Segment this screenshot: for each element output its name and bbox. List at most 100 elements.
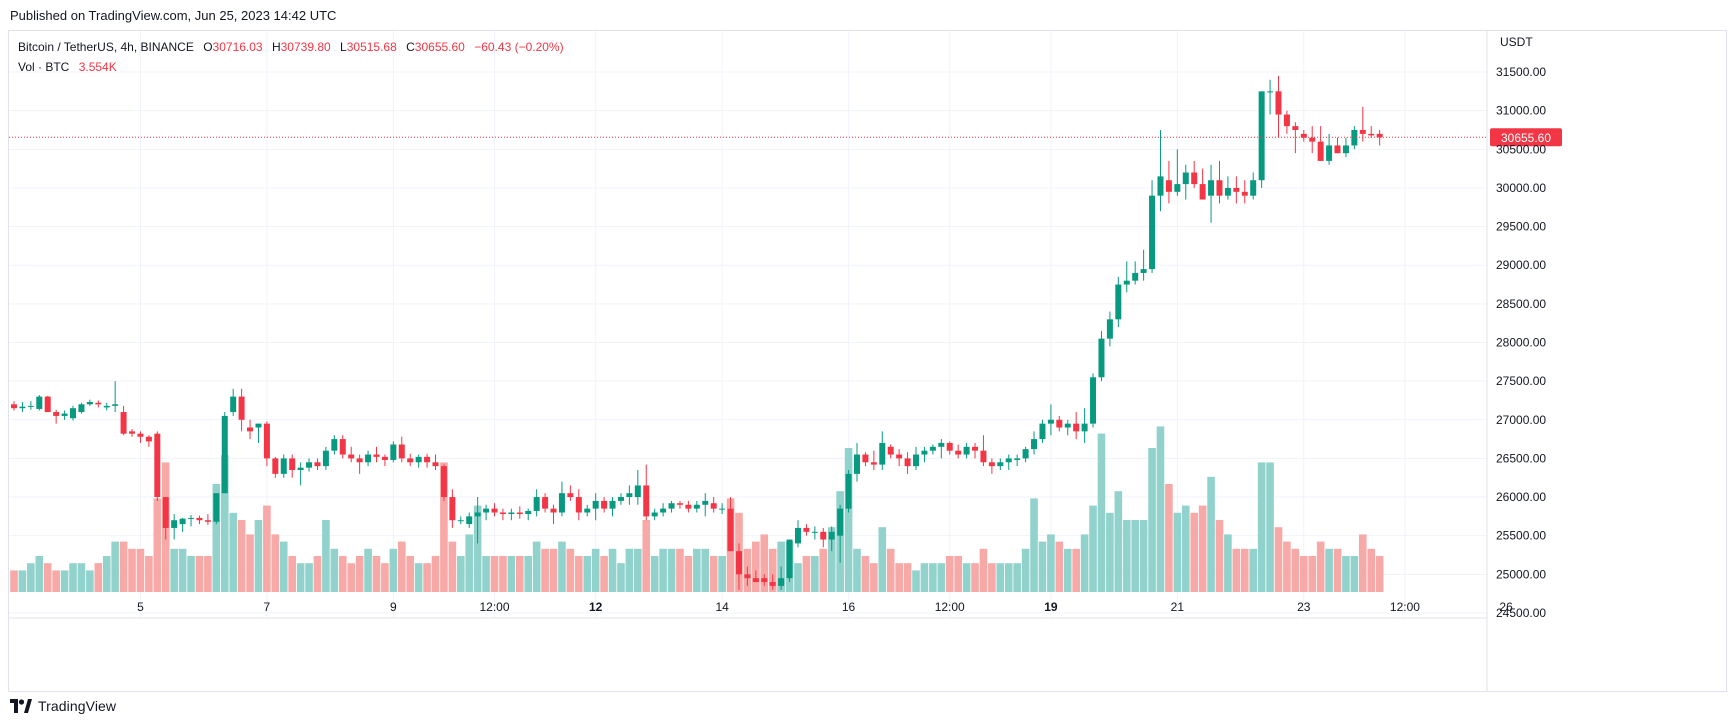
- candle-body: [145, 436, 152, 442]
- candle: [398, 436, 405, 463]
- candle: [188, 514, 195, 527]
- candle: [727, 497, 734, 552]
- candle-body: [508, 512, 515, 515]
- candle-body: [1275, 91, 1282, 115]
- volume-bar: [625, 548, 634, 592]
- volume-legend: Vol · BTC 3.554K: [18, 60, 117, 74]
- volume-bar: [389, 548, 398, 592]
- candle-body: [719, 508, 726, 510]
- candle: [1199, 168, 1206, 200]
- volume-bar: [1375, 556, 1384, 592]
- volume-bar: [1139, 520, 1148, 592]
- volume-bar: [237, 520, 246, 592]
- volume-bar: [870, 563, 878, 592]
- volume-bar: [414, 563, 423, 592]
- candle-body: [449, 497, 456, 521]
- volume-bar: [844, 448, 853, 592]
- volume-bar: [634, 548, 642, 592]
- candle-body: [575, 497, 582, 513]
- volume-bar: [768, 548, 777, 592]
- candle-body: [1039, 423, 1046, 440]
- volume-bar: [895, 563, 903, 592]
- candle-body: [685, 504, 692, 509]
- volume-bar: [94, 563, 103, 592]
- candle-body: [263, 423, 270, 459]
- candle-body: [415, 456, 422, 463]
- candle-body: [1267, 91, 1274, 93]
- candle: [19, 402, 26, 413]
- volume-bar: [920, 563, 929, 592]
- candle-body: [1073, 423, 1080, 432]
- candle-body: [1115, 284, 1122, 320]
- volume-bar: [903, 563, 912, 592]
- candle-body: [289, 458, 296, 470]
- volume-bar: [802, 556, 811, 592]
- volume-bar: [591, 548, 600, 592]
- candle: [609, 497, 616, 517]
- tradingview-logo[interactable]: TradingView: [10, 698, 116, 714]
- candle: [1106, 311, 1113, 347]
- volume-bar: [355, 556, 364, 592]
- candle-body: [938, 442, 945, 447]
- candle: [921, 446, 928, 463]
- candle: [1174, 149, 1181, 196]
- volume-bar: [1106, 512, 1114, 592]
- candle-body: [1014, 458, 1021, 460]
- candle: [854, 442, 860, 482]
- volume-bar: [473, 505, 482, 592]
- candle: [676, 500, 683, 509]
- candle: [221, 412, 228, 494]
- candle-body: [727, 508, 734, 552]
- volume-bar: [1114, 491, 1123, 592]
- candle: [769, 574, 776, 590]
- candle-body: [1334, 145, 1341, 154]
- time-tick-label: 16: [842, 600, 856, 614]
- candle-body: [1182, 172, 1189, 185]
- candle-body: [542, 497, 549, 509]
- candle: [407, 453, 414, 467]
- symbol-label[interactable]: Bitcoin / TetherUS, 4h, BINANCE: [18, 40, 194, 54]
- volume-bar: [86, 570, 94, 592]
- candle-body: [373, 454, 380, 457]
- candle: [1317, 126, 1324, 161]
- candle: [508, 508, 515, 521]
- candle-body: [769, 582, 776, 586]
- volume-bar: [423, 563, 431, 592]
- chart-frame[interactable]: [8, 30, 1727, 692]
- volume-bar: [811, 556, 819, 592]
- volume-bar: [1274, 527, 1283, 592]
- candle-body: [778, 578, 785, 586]
- candle-body: [483, 508, 490, 513]
- volume-bar: [583, 556, 592, 592]
- candle-body: [887, 446, 894, 455]
- time-tick-label: 14: [715, 600, 729, 614]
- candle: [550, 504, 557, 525]
- candle: [1098, 330, 1105, 382]
- volume-bar: [153, 498, 162, 592]
- volume-bar: [52, 570, 60, 592]
- volume-bar: [1148, 448, 1156, 592]
- candle: [120, 405, 127, 436]
- candle-body: [1064, 423, 1071, 428]
- volume-bar: [524, 556, 533, 592]
- volume-bar: [246, 534, 254, 592]
- volume-bar: [381, 563, 389, 592]
- last-price-line: 30655.60: [9, 128, 1562, 147]
- volume-bar: [1266, 462, 1274, 592]
- candle: [997, 458, 1004, 470]
- time-tick-label: 12:00: [935, 600, 965, 614]
- candle: [887, 444, 894, 459]
- volume-bar: [1013, 563, 1021, 592]
- price-tick-label: 29000.00: [1496, 258, 1546, 272]
- candle-body: [550, 508, 557, 513]
- candle: [820, 527, 827, 548]
- volume-bar: [77, 563, 86, 592]
- candle-body: [1174, 184, 1181, 192]
- volume-label[interactable]: Vol · BTC: [18, 60, 70, 74]
- candle-body: [525, 510, 532, 515]
- candle-body: [972, 446, 979, 451]
- price-tick-label: 30500.00: [1496, 142, 1546, 156]
- candle: [1165, 160, 1172, 204]
- candle-body: [27, 405, 34, 407]
